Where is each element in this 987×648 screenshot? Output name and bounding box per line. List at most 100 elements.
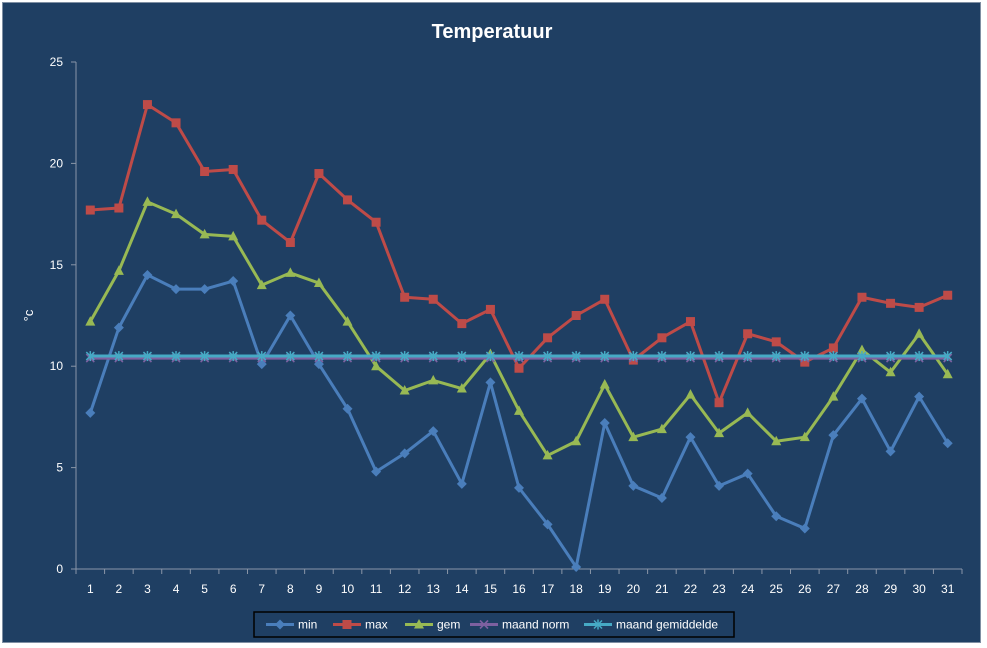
data-point [714,351,724,362]
marker-triangle [342,316,353,326]
data-point [142,196,153,206]
data-point [171,351,181,362]
x-tick-label: 7 [258,582,265,596]
marker-diamond [113,322,124,333]
data-point [571,311,581,320]
data-point [514,482,524,493]
x-tick-label: 21 [655,582,669,596]
data-point [414,619,424,629]
x-tick-label: 9 [316,582,323,596]
data-point [514,351,524,362]
marker-diamond [885,446,896,457]
marker-diamond [656,493,667,504]
marker-square [428,294,438,304]
marker-diamond [428,426,439,437]
marker-triangle [514,405,524,415]
marker-diamond [942,438,953,449]
x-tick-label: 19 [598,582,612,596]
marker-square [485,304,495,314]
data-point [571,561,582,572]
data-point [542,519,553,530]
legend-item: min [266,618,317,632]
data-point [371,360,382,371]
data-point [857,351,867,362]
marker-triangle [285,267,296,277]
data-point [85,407,96,418]
data-point [685,317,695,327]
data-point [685,432,696,443]
data-point [799,431,810,442]
marker-square [400,292,410,302]
marker-square [771,337,781,347]
x-tick-label: 11 [370,582,383,596]
marker-diamond [828,430,839,441]
data-point [886,351,896,362]
legend-item: maand gemiddelde [584,618,718,632]
data-point [285,237,295,247]
marker-square [600,294,610,304]
marker-diamond [275,619,285,630]
data-point [114,203,124,213]
x-tick-label: 16 [512,582,526,596]
marker-triangle [456,383,467,393]
x-tick-label: 13 [427,582,441,596]
marker-square [714,398,724,408]
marker-diamond [199,284,210,295]
x-tick-label: 29 [884,582,898,596]
data-point [743,351,753,362]
data-point [343,195,353,205]
data-point [628,480,639,491]
data-point [742,468,753,479]
marker-square [85,205,95,215]
data-point [714,398,724,408]
marker-triangle [656,423,667,434]
x-tick-label: 15 [484,582,498,596]
marker-diamond [228,276,239,287]
x-tick-label: 20 [627,582,641,596]
data-point [457,319,467,329]
data-point [771,351,781,362]
marker-square [114,203,124,213]
data-point [171,118,181,128]
data-point [114,351,124,362]
data-point [543,333,553,343]
x-tick-label: 14 [455,582,469,596]
marker-diamond [914,391,925,402]
data-point [199,228,210,239]
data-point [428,374,439,385]
data-point [714,427,725,438]
marker-square [257,215,267,225]
data-point [628,351,638,362]
data-point [171,208,182,219]
marker-triangle [542,449,553,460]
marker-square [314,169,324,179]
marker-square [543,333,553,343]
data-point [485,304,495,314]
data-point [593,619,603,630]
data-point [399,448,410,459]
marker-diamond [856,393,867,404]
x-tick-label: 4 [173,582,180,596]
data-point [400,292,410,302]
data-point [914,328,925,338]
x-tick-label: 27 [827,582,841,596]
data-point [800,351,810,362]
data-point [456,383,467,393]
marker-triangle [942,368,953,379]
y-tick-label: 5 [56,461,63,475]
data-point [943,351,953,362]
series-max [85,100,953,408]
data-point [800,357,810,367]
marker-diamond [742,468,753,479]
series-line [88,200,949,457]
marker-triangle [628,431,639,442]
data-point [514,363,524,373]
marker-triangle [428,374,439,385]
data-point [113,322,124,333]
data-point [886,298,896,308]
data-point [142,269,153,280]
series-min [85,269,953,572]
chart-title: Temperatuur [432,21,553,43]
marker-square [685,317,695,327]
